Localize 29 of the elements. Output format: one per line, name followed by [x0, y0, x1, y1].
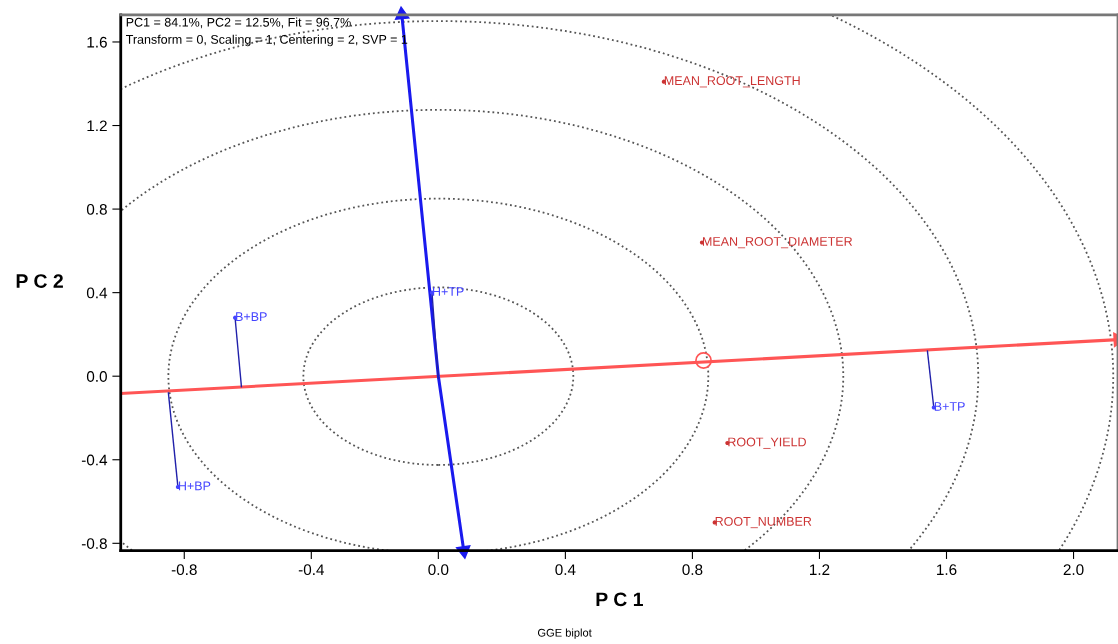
y-tick-label: 0.8 [86, 203, 107, 215]
data-label: H+TP [433, 287, 464, 296]
x-tick-label: 2.0 [1063, 564, 1084, 576]
y-tick-label: 1.6 [87, 36, 107, 48]
x-tick-label: -0.4 [298, 564, 325, 576]
data-label: ROOT_NUMBER [715, 516, 812, 529]
y-tick-label: -0.8 [81, 538, 107, 549]
x-tick-label: -0.8 [171, 564, 197, 576]
annotation: Transform = 0, Scaling = 1, Centering = 2, SVP = 1 [126, 34, 408, 47]
x-tick-label: 0.0 [428, 564, 449, 576]
data-label: MEAN_ROOT_LENGTH [664, 76, 800, 88]
text: GGE biplot [537, 628, 592, 639]
annotation: PC1 = 84.1%, PC2 = 12.5%, Fit = 96.7% [126, 17, 351, 29]
x-tick-label: 1.2 [810, 564, 830, 575]
y-tick-label: -0.4 [81, 454, 108, 466]
x-axis-title: P C 1 [596, 592, 643, 607]
data-label: B+TP [934, 402, 965, 411]
x-tick-label: 0.8 [682, 564, 703, 576]
x-tick-label: 0.4 [555, 564, 576, 576]
data-label: ROOT_YIELD [728, 437, 806, 449]
y-tick-label: 0.0 [86, 371, 107, 382]
data-label: H+BP [178, 481, 211, 491]
data-label: B+BP [236, 312, 267, 321]
x-tick-label: 1.6 [937, 564, 957, 576]
y-axis-title: P C 2 [16, 274, 63, 288]
y-tick-label: 1.2 [87, 120, 107, 132]
data-label: MEAN_ROOT_DIAMETER [702, 237, 853, 249]
point [695, 352, 712, 369]
y-tick-label: 0.4 [86, 287, 108, 299]
